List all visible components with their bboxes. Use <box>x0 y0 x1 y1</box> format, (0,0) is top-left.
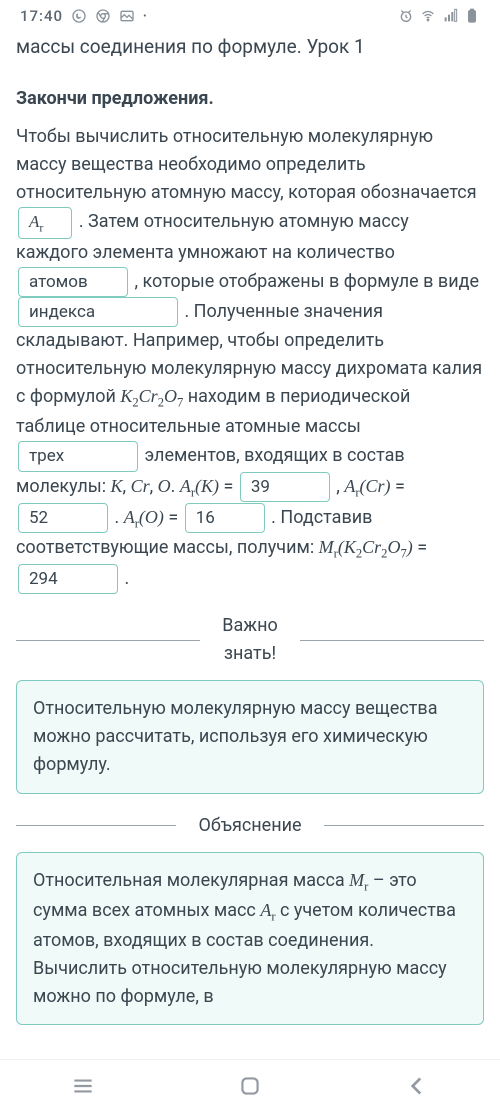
lesson-title: массы соединения по формуле. Урок 1 <box>16 32 484 61</box>
home-button[interactable] <box>237 1073 263 1099</box>
explain-callout: Относительная молекулярная масса Mr – эт… <box>16 852 484 1026</box>
elem-cr: Cr <box>131 476 150 496</box>
formula-k2cr2o7: K2Cr2O7 <box>120 386 183 406</box>
important-label: Важно знать! <box>200 612 299 668</box>
text-3: , которые отображены в формуле в виде <box>134 271 479 292</box>
task-body: Чтобы вычислить относительную молекулярн… <box>16 123 484 594</box>
task-heading: Закончи предложения. <box>16 85 484 113</box>
battery-icon <box>464 8 480 24</box>
text-2: . Затем относительную атомную массу кажд… <box>16 211 409 263</box>
status-left: 17:40 • <box>20 7 146 25</box>
blank-ar-o[interactable]: 16 <box>185 503 265 533</box>
blank-mr[interactable]: 294 <box>18 564 118 594</box>
ar-o-label: Ar(O) <box>124 507 164 527</box>
important-divider: Важно знать! <box>16 612 484 668</box>
status-right <box>398 8 480 24</box>
elem-o: O <box>158 476 171 496</box>
ar-sym: Ar <box>260 900 275 920</box>
ar-k-label: Ar(K) <box>180 476 219 496</box>
blank-ar-cr[interactable]: 52 <box>18 503 108 533</box>
important-text: Относительную молекулярную массу веществ… <box>33 698 438 775</box>
text-6b: . <box>171 476 180 497</box>
mr-sym: Mr <box>349 870 368 890</box>
elem-k: K <box>111 476 123 496</box>
recents-button[interactable] <box>70 1073 96 1099</box>
status-bar: 17:40 • <box>0 0 500 32</box>
wifi-icon <box>420 8 436 24</box>
text-1: Чтобы вычислить относительную молекулярн… <box>16 126 477 203</box>
more-icon: • <box>143 11 146 22</box>
android-nav-bar <box>0 1059 500 1111</box>
chrome-icon <box>95 8 111 24</box>
blank-ar[interactable]: Ar <box>18 207 72 239</box>
whatsapp-icon <box>71 8 87 24</box>
mr-label: Mr(K2Cr2O7) <box>319 537 413 557</box>
text-10: . <box>124 568 129 589</box>
content-area: массы соединения по формуле. Урок 1 Зако… <box>0 32 500 1025</box>
explain-divider: Объяснение <box>16 812 484 840</box>
status-time: 17:40 <box>20 7 63 25</box>
back-button[interactable] <box>404 1073 430 1099</box>
text-8: . <box>114 507 123 528</box>
blank-ar-k[interactable]: 39 <box>240 472 330 502</box>
ar-cr-label: Ar(Cr) <box>344 476 390 496</box>
explain-label: Объяснение <box>176 812 323 840</box>
blank-three[interactable]: трех <box>18 441 138 471</box>
signal-icon <box>442 8 458 24</box>
explain-p1a: Относительная молекулярная масса <box>33 870 349 891</box>
important-callout: Относительную молекулярную массу веществ… <box>16 680 484 794</box>
blank-index[interactable]: индекса <box>18 297 178 327</box>
alarm-icon <box>398 8 414 24</box>
gallery-icon <box>119 8 135 24</box>
blank-atoms[interactable]: атомов <box>18 267 128 297</box>
